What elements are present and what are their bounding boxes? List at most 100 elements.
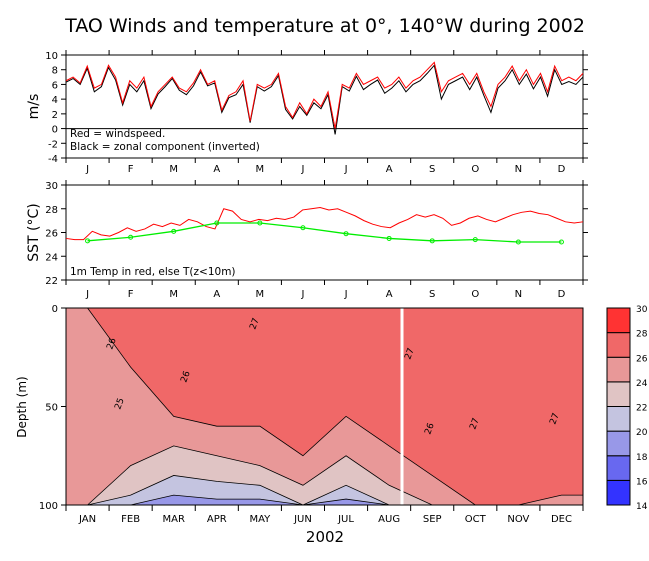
sst-marker [171,228,177,234]
colorbar-label: 20 [636,428,648,438]
colorbar-swatch [606,307,631,334]
depth-month-label: SEP [423,514,442,525]
winds-ytick-label: 6 [52,80,58,91]
sst-ylabel: SST (°C) [26,203,42,261]
sst-marker [128,234,134,240]
depth-month-label: JUN [293,514,312,525]
winds-month-label: D [558,164,566,175]
contour-label: 27 [468,417,481,431]
depth-month-label: APR [207,514,227,525]
winds-month-label: A [213,164,220,175]
contour-label: 26 [179,370,192,384]
sst-month-label: N [515,289,522,300]
colorbar-swatch [606,430,631,457]
colorbar-swatch [606,381,631,407]
depth-month-label: JUL [337,514,354,525]
winds-ytick-label: 10 [45,51,58,62]
winds-month-label: J [344,164,348,175]
winds-month-label: A [386,164,393,175]
sst-month-label: O [471,289,479,300]
series-1m-temp [65,207,584,241]
sst-month-label: F [128,289,134,300]
winds-month-label: J [85,164,89,175]
series-zonal-inverted- [65,64,584,135]
winds-month-label: M [256,164,265,175]
colorbar-label: 22 [636,404,647,414]
sst-month-label: A [386,289,393,300]
colorbar-label: 16 [636,477,648,487]
sst-marker [214,220,220,226]
winds-month-label: S [429,164,435,175]
colorbar-swatch [606,455,631,481]
depth-month-label: OCT [465,514,487,525]
colorbar-label: 26 [636,354,648,364]
contour-label: 26 [423,422,436,436]
depth-month-label: MAR [162,514,184,525]
contour-label: 27 [548,412,561,426]
sst-ytick-label: 26 [45,229,58,240]
winds-ytick-label: 8 [52,66,58,77]
colorbar-swatch [606,356,631,383]
colorbar-label: 14 [636,502,648,512]
sst-annotation: 1m Temp in red, else T(z<10m) [70,266,236,278]
winds-ylabel: m/s [26,94,42,120]
sst-month-label: M [169,289,178,300]
series-windspeed [65,61,584,129]
winds-annotation: Black = zonal component (inverted) [70,141,260,153]
sst-ytick-label: 24 [45,252,58,263]
sst-ytick-label: 30 [45,181,58,192]
sst-month-label: J [85,289,89,300]
colorbar-label: 24 [636,379,648,389]
sst-marker [85,238,91,244]
sst-marker [257,220,263,226]
sst-month-label: A [213,289,220,300]
colorbar-label: 28 [636,330,648,340]
winds-ytick-label: -2 [48,139,58,150]
depth-ytick-label: 50 [45,403,58,414]
sst-marker [472,237,478,243]
sst-ytick-label: 22 [45,276,58,287]
sst-marker [429,238,435,244]
sst-month-label: J [300,289,304,300]
depth-month-label: NOV [507,514,529,525]
contour-label: 26 [105,337,118,351]
sst-marker [558,239,564,245]
sst-marker [386,235,392,241]
winds-ytick-label: 4 [52,95,58,106]
winds-annotation: Red = windspeed. [70,128,165,140]
sst-marker [300,225,306,231]
sst-month-label: S [429,289,435,300]
sst-ytick-label: 28 [45,205,58,216]
colorbar-label: 30 [636,305,648,315]
winds-month-label: M [169,164,178,175]
sst-marker [515,239,521,245]
sst-month-label: D [558,289,566,300]
sst-marker [343,231,349,237]
sst-month-label: M [256,289,265,300]
x-axis-year: 2002 [306,528,344,546]
sst-month-label: J [344,289,348,300]
depth-month-label: AUG [378,514,400,525]
colorbar-swatch [606,479,631,506]
depth-month-label: DEC [551,514,572,525]
colorbar-swatch [606,406,631,432]
contour-label: 25 [113,397,126,411]
colorbar-label: 18 [636,453,648,463]
winds-ytick-label: -4 [48,154,58,165]
depth-ytick-label: 100 [39,501,58,512]
contour-label: 27 [403,347,416,361]
depth-ylabel: Depth (m) [15,376,29,437]
winds-month-label: F [128,164,134,175]
winds-ytick-label: 0 [52,125,58,136]
contour-label: 27 [248,317,261,331]
depth-month-label: MAY [249,514,271,525]
depth-month-label: FEB [121,514,140,525]
winds-month-label: N [515,164,522,175]
winds-ytick-label: 2 [52,110,58,121]
chart-title: TAO Winds and temperature at 0°, 140°W d… [64,15,585,37]
depth-ytick-label: 0 [52,304,58,315]
winds-month-label: J [300,164,304,175]
colorbar-swatch [606,332,631,358]
series-t-z10 [87,222,562,243]
